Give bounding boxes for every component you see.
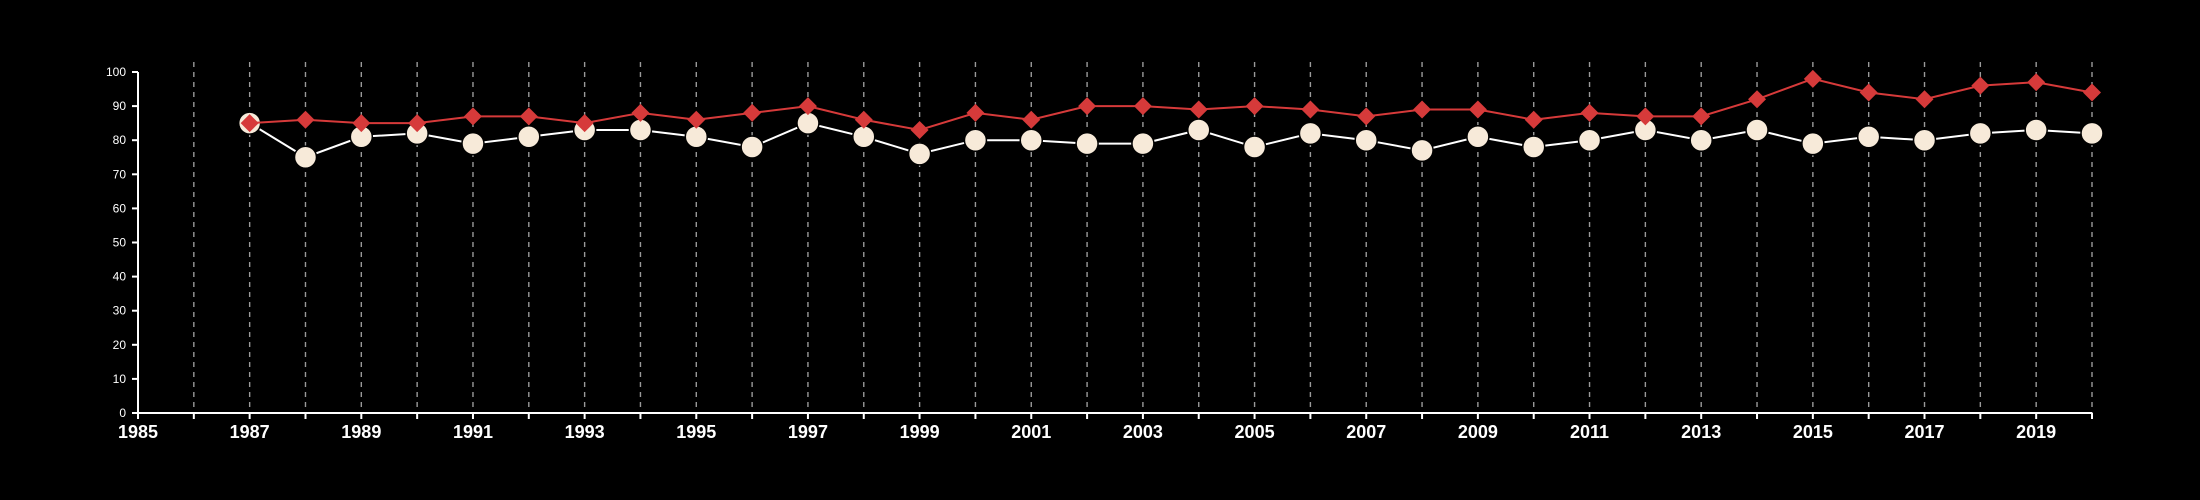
y-tick-label: 10 — [113, 372, 127, 386]
data-point-circle — [2080, 121, 2104, 146]
data-point-circle — [1410, 138, 1434, 163]
data-point-circle — [684, 125, 709, 149]
data-point-diamond — [352, 114, 371, 133]
data-point-circle — [628, 118, 653, 142]
y-tick-label: 60 — [113, 201, 127, 215]
data-point-diamond — [910, 120, 929, 139]
data-point-diamond — [1468, 100, 1487, 119]
data-point-circle — [1801, 131, 1825, 156]
data-point-circle — [852, 125, 876, 149]
data-point-diamond — [1189, 100, 1208, 119]
data-point-diamond — [1133, 97, 1152, 116]
x-tick-label: 1989 — [341, 422, 381, 442]
data-point-circle — [1521, 135, 1546, 159]
data-point-diamond — [1748, 90, 1767, 109]
data-point-diamond — [240, 114, 259, 133]
data-point-circle — [1131, 131, 1155, 156]
data-point-diamond — [1413, 100, 1432, 119]
data-point-circle — [2024, 118, 2048, 142]
data-point-circle — [517, 125, 541, 149]
data-point-diamond — [1357, 107, 1376, 126]
data-point-diamond — [519, 107, 538, 126]
data-point-circle — [1186, 118, 1211, 142]
data-point-diamond — [1078, 97, 1097, 116]
data-point-diamond — [1524, 110, 1543, 129]
y-tick-label: 0 — [119, 406, 126, 420]
data-point-diamond — [631, 103, 650, 122]
x-tick-label: 2013 — [1681, 422, 1721, 442]
data-point-circle — [1019, 128, 1044, 152]
data-point-diamond — [575, 114, 594, 133]
data-point-diamond — [798, 97, 817, 116]
series-layer — [237, 69, 2104, 169]
grid-layer — [193, 62, 2093, 413]
x-tick-label: 2017 — [1904, 422, 1944, 442]
data-point-diamond — [1971, 76, 1990, 95]
data-point-diamond — [1915, 90, 1934, 109]
data-point-circle — [461, 131, 485, 156]
data-point-diamond — [1636, 107, 1655, 126]
x-tick-label: 2007 — [1346, 422, 1386, 442]
y-tick-label: 90 — [113, 99, 127, 113]
x-tick-label: 1993 — [565, 422, 605, 442]
y-tick-label: 30 — [113, 304, 127, 318]
y-tick-label: 100 — [106, 65, 126, 79]
data-point-circle — [1689, 128, 1713, 152]
y-tick-label: 50 — [113, 236, 127, 250]
data-point-diamond — [1692, 107, 1711, 126]
data-point-diamond — [408, 114, 427, 133]
data-point-circle — [1354, 128, 1378, 152]
x-tick-label: 1991 — [453, 422, 493, 442]
data-point-circle — [740, 135, 764, 159]
data-point-circle — [1745, 118, 1769, 142]
x-tick-label: 2019 — [2016, 422, 2056, 442]
data-point-circle — [1856, 125, 1881, 149]
data-point-diamond — [2027, 73, 2046, 92]
data-point-diamond — [463, 107, 482, 126]
x-tick-label: 1987 — [230, 422, 270, 442]
y-tick-label: 70 — [113, 167, 127, 181]
y-tick-label: 40 — [113, 270, 127, 284]
axes-layer: 1985 1987 1989 1991 1993 1995 1997 1999 2001 2003… — [106, 65, 2093, 442]
data-point-circle — [1577, 128, 1602, 152]
series-line-circle — [249, 122, 2093, 159]
data-point-circle — [963, 128, 988, 152]
x-tick-label: 2003 — [1123, 422, 1163, 442]
data-point-diamond — [296, 110, 315, 129]
data-point-diamond — [854, 110, 873, 129]
data-point-circle — [293, 145, 318, 169]
x-tick-label: 2001 — [1011, 422, 1051, 442]
x-tick-label: 2015 — [1793, 422, 1833, 442]
data-point-circle — [1075, 131, 1099, 156]
y-tick-label: 80 — [113, 133, 127, 147]
data-point-diamond — [743, 103, 762, 122]
x-tick-label: 1999 — [900, 422, 940, 442]
x-tick-label: 2005 — [1235, 422, 1275, 442]
data-point-circle — [1466, 125, 1490, 149]
data-point-diamond — [2083, 83, 2101, 102]
data-point-diamond — [1022, 110, 1041, 129]
x-tick-label: 1997 — [788, 422, 828, 442]
x-tick-label: 2009 — [1458, 422, 1498, 442]
data-point-diamond — [1301, 100, 1320, 119]
data-point-diamond — [966, 103, 985, 122]
x-tick-label: 1995 — [676, 422, 716, 442]
data-point-circle — [1242, 135, 1267, 159]
data-point-diamond — [1859, 83, 1878, 102]
data-point-diamond — [1580, 103, 1599, 122]
data-point-circle — [1298, 121, 1323, 146]
data-point-diamond — [1245, 97, 1264, 116]
x-tick-label: 2011 — [1570, 422, 1609, 442]
y-tick-label: 20 — [113, 338, 127, 352]
data-point-diamond — [1803, 69, 1822, 88]
data-point-circle — [1912, 128, 1937, 152]
data-point-circle — [907, 142, 932, 166]
data-point-diamond — [687, 110, 706, 129]
data-point-circle — [796, 111, 820, 135]
data-point-circle — [1968, 121, 1993, 146]
series-line-diamond — [249, 77, 2093, 131]
x-tick-label: 1985 — [118, 422, 158, 442]
